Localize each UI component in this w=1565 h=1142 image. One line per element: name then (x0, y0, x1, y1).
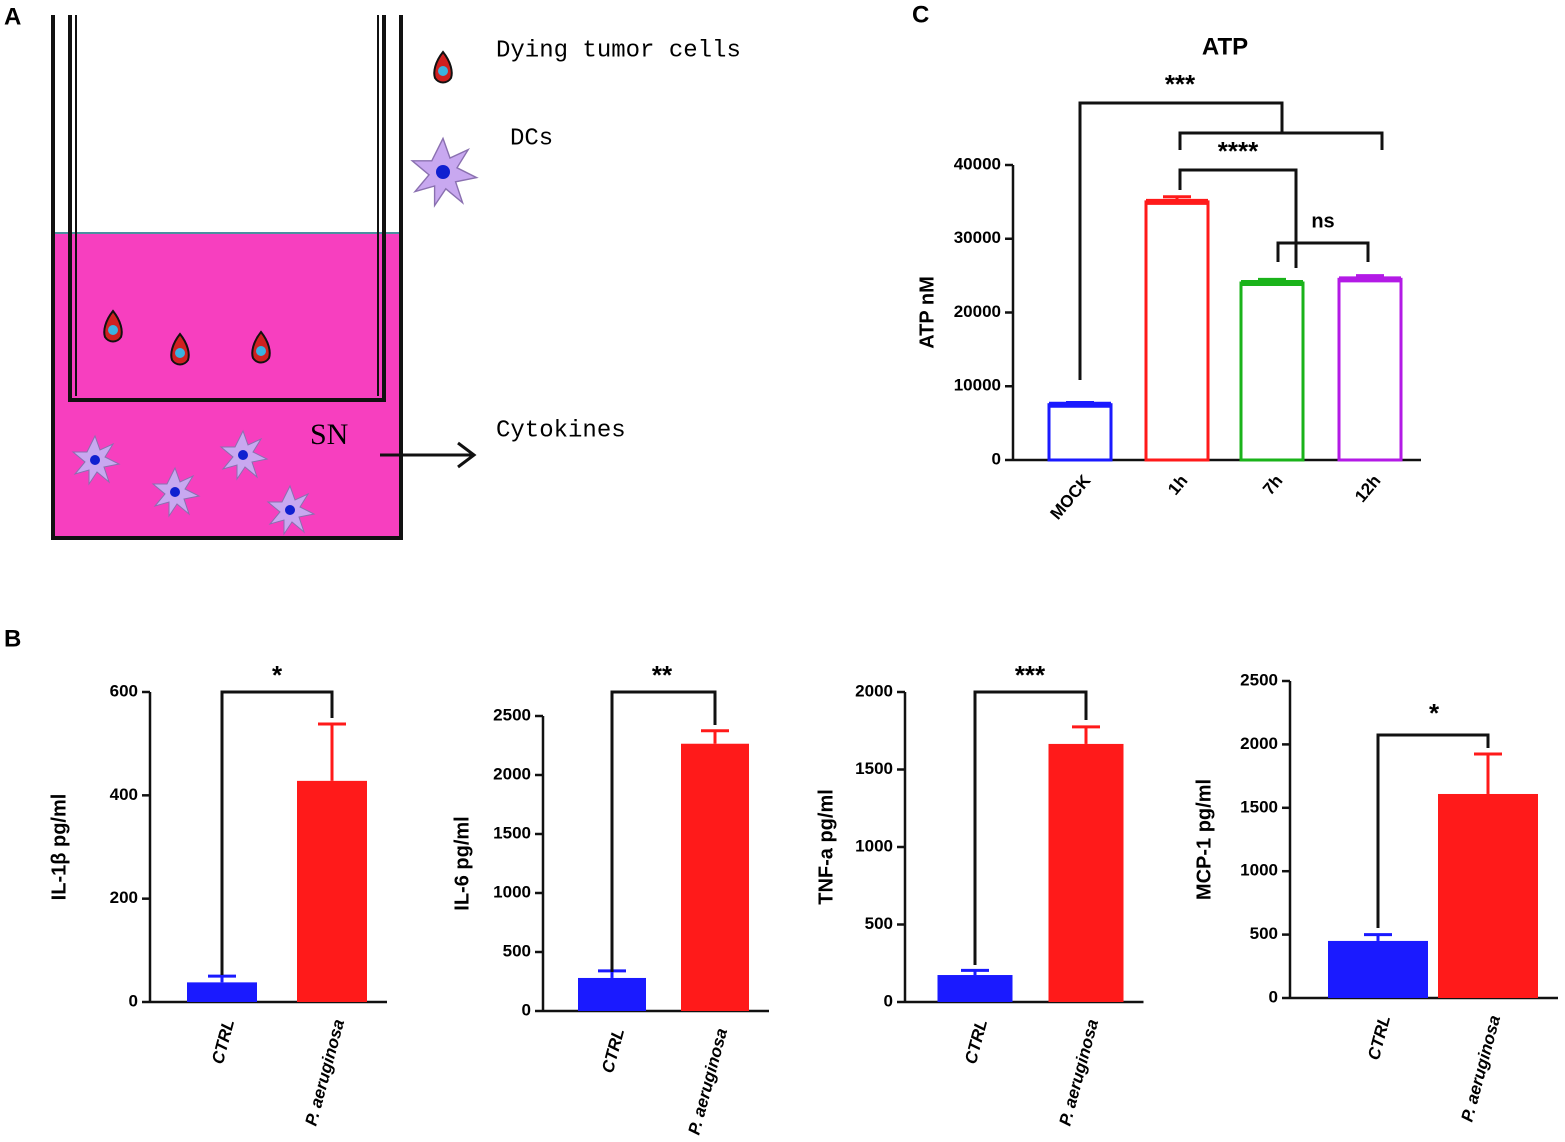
tumor-cells (103, 50, 453, 366)
significance-bracket (1078, 101, 1284, 380)
x-tick-label: 7h (1259, 471, 1286, 498)
arrow (380, 441, 477, 469)
x-tick-label: CTRL (1364, 1013, 1394, 1062)
significance-label: * (272, 660, 283, 690)
bar (1047, 403, 1113, 462)
y-tick-label: 500 (503, 941, 531, 960)
bar (297, 780, 367, 1002)
y-tick-label: 30000 (954, 228, 1001, 247)
y-tick-label: 40000 (954, 154, 1001, 173)
diagram: Dying tumor cells DCs SN Cytokines (51, 15, 741, 540)
sn-label: SN (310, 418, 348, 451)
y-tick-label: 10000 (954, 376, 1001, 395)
y-tick-label: 2000 (855, 681, 893, 700)
x-tick-label: 1h (1164, 471, 1191, 498)
significance-bracket (1178, 131, 1384, 150)
y-tick-label: 200 (110, 888, 138, 907)
y-tick-label: 0 (884, 991, 893, 1010)
significance-label: ** (652, 660, 673, 690)
bar (578, 977, 646, 1011)
x-tick-label: CTRL (961, 1017, 991, 1066)
x-tick-label: 12h (1351, 471, 1384, 506)
legend-label: Dying tumor cells (496, 37, 741, 64)
bar (1337, 277, 1403, 462)
significance-label: *** (1015, 660, 1046, 690)
x-tick-label: P. aeruginosa (302, 1017, 349, 1127)
x-tick-label: P. aeruginosa (1458, 1013, 1505, 1123)
y-tick-label: 1500 (493, 823, 531, 842)
y-tick-label: 1000 (493, 882, 531, 901)
output-label: Cytokines (496, 417, 626, 444)
medium (53, 233, 401, 537)
panel-label: A (4, 3, 21, 30)
y-tick-label: 0 (1269, 987, 1278, 1006)
panel-label: C (912, 1, 929, 28)
y-tick-label: 0 (992, 449, 1001, 468)
significance-bracket (220, 690, 334, 975)
significance-bracket (1376, 733, 1490, 928)
y-tick-label: 0 (129, 991, 138, 1010)
y-axis-label: MCP-1 pg/ml (1193, 779, 1215, 900)
y-tick-label: 1000 (1240, 861, 1278, 880)
bar (1328, 940, 1428, 998)
significance-label: *** (1165, 69, 1196, 99)
y-axis-label: ATP nM (916, 276, 938, 349)
significance-bracket (973, 690, 1088, 965)
x-tick-label: MOCK (1047, 471, 1095, 524)
y-axis-label: TNF-a pg/ml (815, 789, 837, 905)
bar (187, 982, 257, 1002)
significance-label: **** (1218, 136, 1259, 166)
y-tick-label: 400 (110, 785, 138, 804)
y-tick-label: 500 (865, 914, 893, 933)
x-tick-label: CTRL (208, 1017, 238, 1066)
bar (681, 743, 749, 1011)
y-tick-label: 1500 (1240, 797, 1278, 816)
significance-bracket (1276, 241, 1370, 262)
bar (1048, 743, 1124, 1002)
significance-bracket (610, 690, 717, 972)
y-axis-label: IL-6 pg/ml (451, 816, 473, 910)
bar (1144, 200, 1210, 462)
significance-label: ns (1311, 210, 1334, 232)
x-tick-label: CTRL (598, 1026, 628, 1075)
y-axis-label: IL-1β pg/ml (48, 794, 70, 901)
significance-bracket (1178, 168, 1298, 268)
y-tick-label: 1000 (855, 836, 893, 855)
y-tick-label: 2500 (493, 705, 531, 724)
y-tick-label: 2000 (493, 764, 531, 783)
x-tick-label: P. aeruginosa (685, 1026, 732, 1136)
y-tick-label: 0 (522, 1000, 531, 1019)
y-tick-label: 600 (110, 681, 138, 700)
y-tick-label: 1500 (855, 759, 893, 778)
bar (1438, 793, 1538, 998)
y-tick-label: 500 (1250, 924, 1278, 943)
dendritic-cells (71, 136, 479, 536)
bar (1239, 281, 1305, 462)
y-tick-label: 20000 (954, 302, 1001, 321)
legend-label: DCs (510, 125, 553, 152)
significance-label: * (1429, 698, 1440, 728)
bar (937, 975, 1013, 1002)
y-tick-label: 2000 (1240, 734, 1278, 753)
x-tick-label: P. aeruginosa (1056, 1017, 1103, 1127)
chart-title: ATP (1202, 33, 1248, 60)
panel-label: B (4, 625, 21, 652)
well (51, 15, 403, 540)
y-tick-label: 2500 (1240, 670, 1278, 689)
